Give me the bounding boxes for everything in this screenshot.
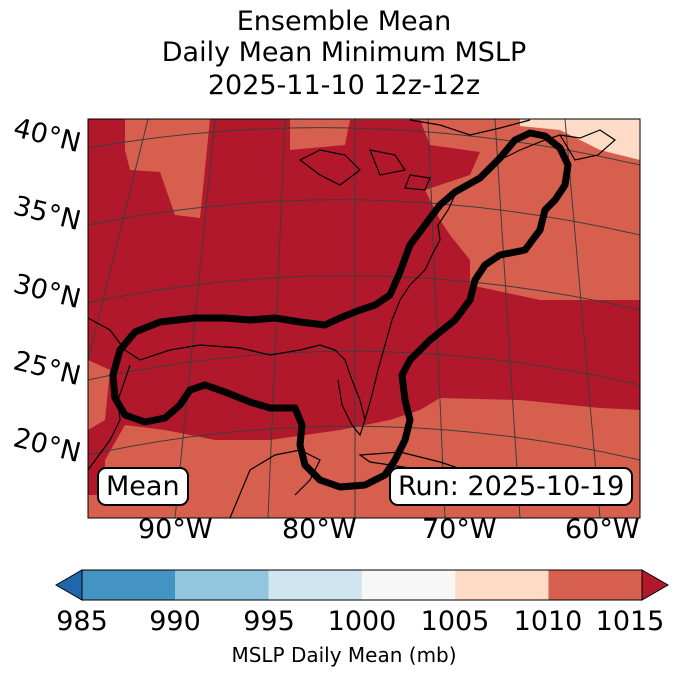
lon-label-60w: 60°W	[565, 514, 640, 545]
title-line-2: Daily Mean Minimum MSLP	[161, 37, 527, 68]
title-line-1: Ensemble Mean	[236, 6, 452, 37]
colorbar-segment-990-995	[175, 570, 269, 600]
run-date-label: Run: 2025-10-19	[389, 467, 634, 506]
lon-label-90w: 90°W	[138, 514, 213, 545]
colorbar-tick-990: 990	[149, 606, 201, 637]
colorbar-label: MSLP Daily Mean (mb)	[231, 643, 457, 667]
minimum-mslp-contour	[109, 129, 572, 491]
colorbar-tick-985: 985	[56, 606, 108, 637]
colorbar-segment-1010-1015	[548, 570, 642, 600]
colorbar-frame	[81, 569, 643, 601]
colorbar	[54, 569, 670, 601]
colorbar-segment-995-1000	[268, 570, 362, 600]
colorbar-tick-1015: 1015	[595, 606, 665, 637]
title-line-3: 2025-11-10 12z-12z	[207, 70, 481, 101]
colorbar-extend-high	[641, 569, 670, 601]
map-frame	[87, 118, 641, 519]
field-sw-1010-1015	[88, 360, 110, 430]
mean-label: Mean	[97, 467, 189, 506]
colorbar-tick-1005: 1005	[420, 606, 490, 637]
colorbar-segment-1000-1005	[361, 570, 456, 600]
colorbar-tick-1010: 1010	[513, 606, 583, 637]
lon-label-80w: 80°W	[282, 514, 357, 545]
colorbar-segment-1005-1010	[455, 570, 549, 600]
colorbar-segment-985-990	[82, 570, 176, 600]
field-above-1015	[520, 119, 640, 160]
lon-label-70w: 70°W	[422, 514, 497, 545]
map-panel	[88, 119, 640, 518]
colorbar-tick-1000: 1000	[327, 606, 397, 637]
colorbar-tick-995: 995	[243, 606, 295, 637]
colorbar-extend-low	[54, 569, 83, 601]
